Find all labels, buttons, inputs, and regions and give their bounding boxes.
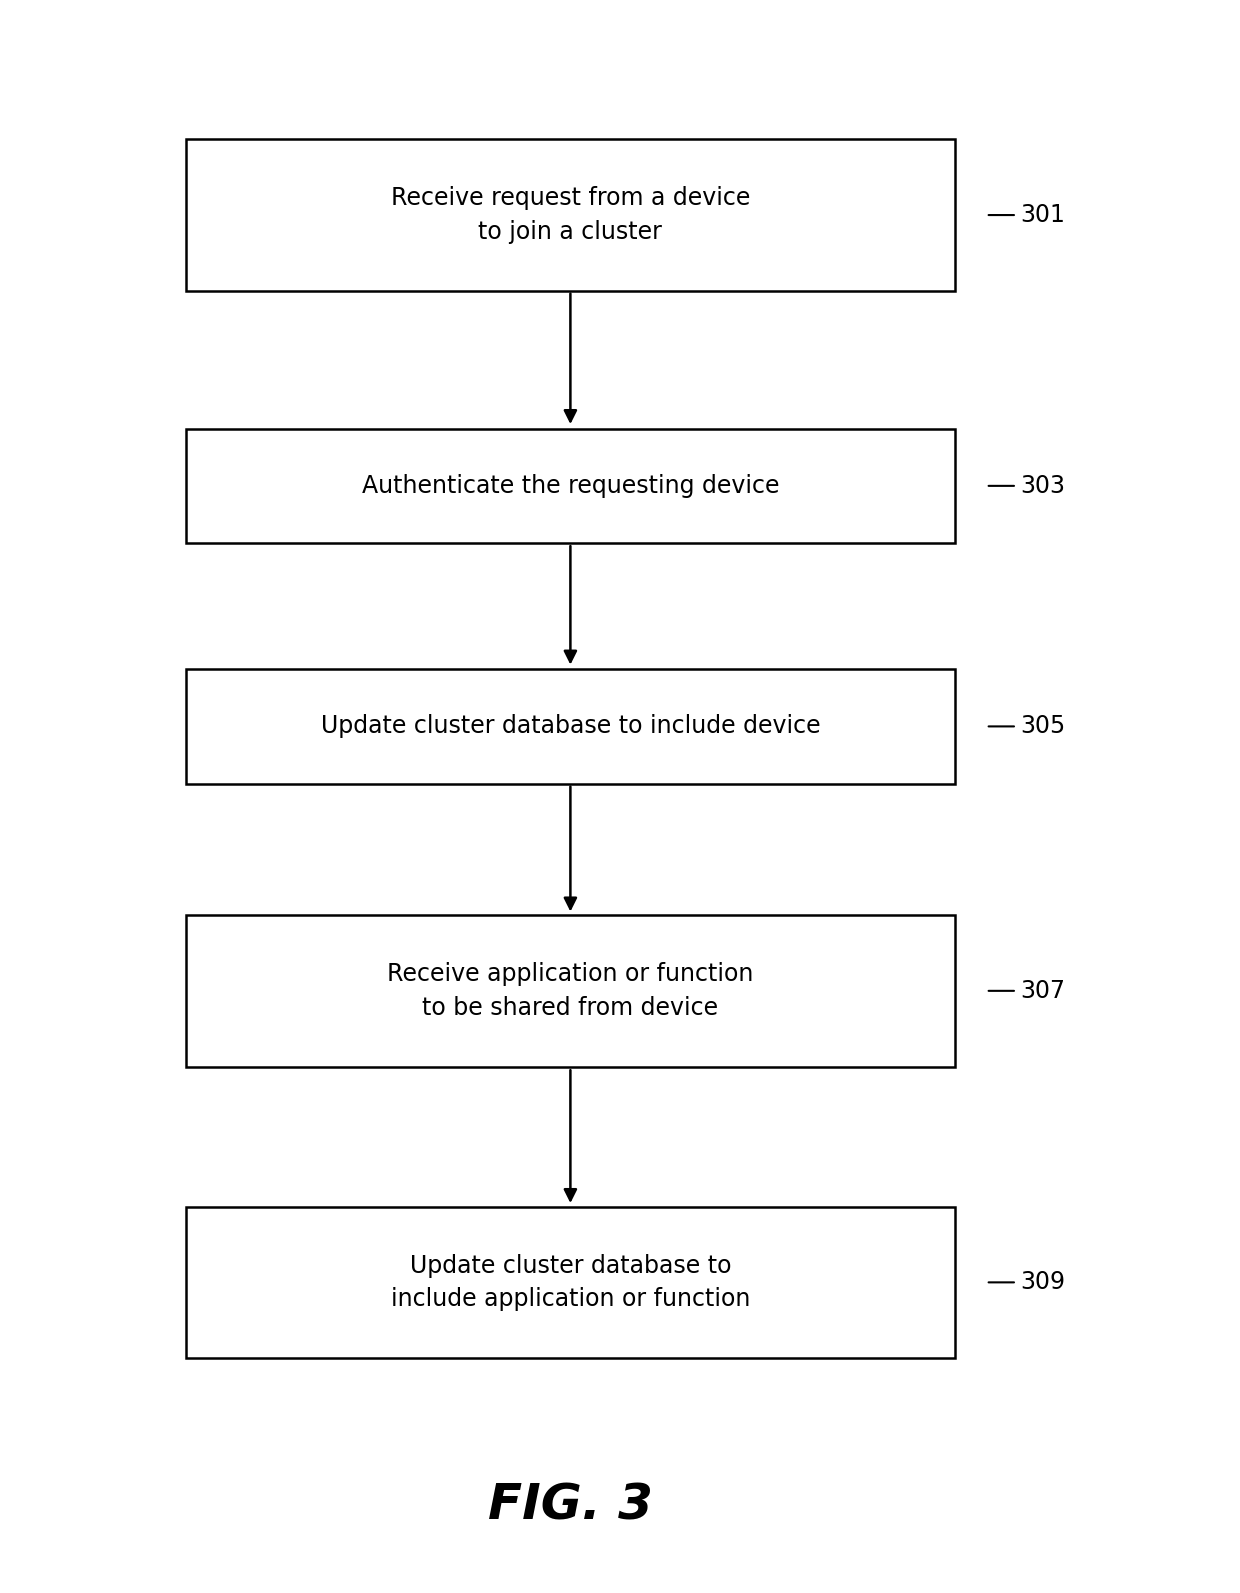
FancyBboxPatch shape bbox=[186, 139, 955, 290]
Text: 301: 301 bbox=[1021, 202, 1065, 228]
Text: 305: 305 bbox=[1021, 714, 1065, 739]
Text: Update cluster database to
include application or function: Update cluster database to include appli… bbox=[391, 1254, 750, 1311]
Text: 309: 309 bbox=[1021, 1270, 1065, 1295]
FancyBboxPatch shape bbox=[186, 669, 955, 784]
FancyBboxPatch shape bbox=[186, 429, 955, 543]
Text: Authenticate the requesting device: Authenticate the requesting device bbox=[362, 473, 779, 499]
Text: Receive request from a device
to join a cluster: Receive request from a device to join a … bbox=[391, 186, 750, 244]
FancyBboxPatch shape bbox=[186, 914, 955, 1067]
Text: 303: 303 bbox=[1021, 473, 1065, 499]
Text: Update cluster database to include device: Update cluster database to include devic… bbox=[321, 714, 820, 739]
Text: Receive application or function
to be shared from device: Receive application or function to be sh… bbox=[387, 962, 754, 1020]
Text: 307: 307 bbox=[1021, 978, 1065, 1004]
Text: FIG. 3: FIG. 3 bbox=[489, 1481, 652, 1529]
FancyBboxPatch shape bbox=[186, 1207, 955, 1357]
